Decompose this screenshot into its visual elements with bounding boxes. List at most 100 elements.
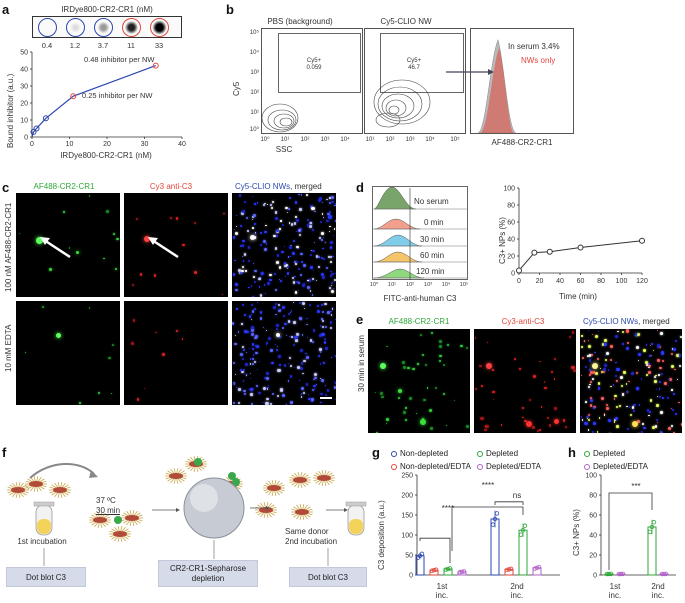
micro-spot [232,361,235,364]
micro-spot [667,427,671,431]
micro-spot [245,374,248,376]
micro-spot [330,285,332,287]
micro-spot [587,354,589,357]
micro-spot [668,378,670,381]
a-fit-line [31,65,156,138]
micro-spot [626,427,629,430]
flow-ytick-5: 10¹ [250,110,259,116]
micro-spot [319,325,322,327]
micro-spot [241,323,243,325]
panel-c-col-3-b: , merged [290,182,322,191]
micro-spot [321,310,325,314]
micro-spot [311,398,314,402]
micro-spot [331,282,334,285]
micro-spot [284,245,286,247]
micro-spot [281,326,284,330]
g-replicate [459,569,465,574]
micro-spot [331,201,334,204]
micro-spot [313,384,316,388]
micro-spot [251,333,255,337]
micro-spot [666,397,670,400]
micro-spot [250,388,254,391]
d-ytick-label: 60 [507,220,515,227]
micro-spot [263,248,267,251]
micro-spot [330,260,333,263]
micro-spot [261,272,264,275]
micro-spot [614,416,618,420]
micro-spot [317,255,321,258]
micro-spot [290,223,294,227]
micro-spot [288,335,291,338]
micro-spot [241,269,244,273]
panel-f-label: f [2,445,7,460]
micro-spot [305,194,308,197]
micro-spot [553,407,557,411]
micro-spot [263,230,267,234]
schema-nw-4 [121,510,143,526]
micro-spot [615,425,619,429]
micro-spot [659,366,662,370]
micro-spot [279,279,282,282]
micro-spot [311,277,314,280]
micro-spot [588,374,591,376]
micro-spot-bright [526,421,532,427]
micro-spot [294,201,298,204]
spot-value-4: 11 [127,41,135,50]
micro-spot [237,331,240,333]
micro-spot [329,321,333,324]
micro-spot [251,216,254,219]
micro-spot [303,391,306,394]
micro-spot [674,413,677,416]
micro-spot [88,307,90,309]
micro-spot [605,351,609,355]
micro-spot [402,365,406,369]
micro-spot [301,372,304,375]
micro-spot [604,338,608,342]
micro-spot [235,283,238,286]
panel-c-col-2: Cy3 anti-C3 [149,182,193,191]
micro-spot [315,280,317,282]
micro-spot [299,349,303,353]
micro-spot [474,337,477,339]
micro-spot [661,351,665,355]
micro-spot [584,422,588,426]
micro-spot [253,262,255,265]
micro-spot [445,424,447,426]
micro-spot [581,356,584,359]
d-xtick-label: 60 [577,278,585,285]
nw-core [113,531,127,537]
micro-spot [274,273,276,276]
micro-spot [295,218,299,222]
micro-spot [655,374,658,377]
micro-spot [328,201,332,204]
micro-spot [242,368,245,371]
flow-xtick-9: 10⁴ [425,137,435,143]
micro-spot [594,351,596,354]
micro-spot [621,393,625,396]
micro-spot [241,371,244,374]
micro-spot [647,414,650,417]
a-data-point [33,125,40,132]
micro-spot [306,317,308,320]
micro-spot [671,365,675,369]
micro-spot [632,409,636,413]
a-data-point [70,93,77,100]
micro-spot [405,407,407,409]
micro-spot [573,369,576,372]
micro-c-red-1 [124,193,228,297]
micro-spot [302,263,306,267]
micro-spot [590,354,593,357]
legend-g-3-mark [391,463,397,470]
micro-spot [111,344,114,347]
micro-spot [327,311,330,315]
micro-spot [304,352,307,355]
arrow-green-head [40,237,50,245]
micro-spot [294,335,297,339]
micro-spot [234,342,237,346]
micro-spot [292,240,295,243]
micro-spot [616,368,620,372]
micro-spot [571,365,575,370]
micro-spot [680,335,682,338]
